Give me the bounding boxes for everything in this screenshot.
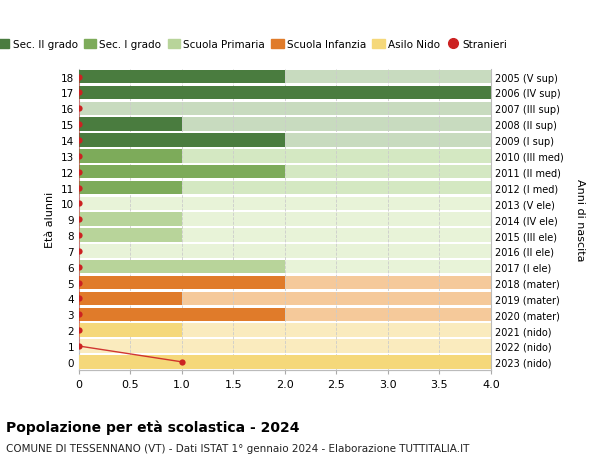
Bar bbox=[79, 324, 182, 337]
Bar bbox=[79, 134, 491, 147]
Bar bbox=[79, 197, 491, 211]
Bar bbox=[79, 213, 182, 226]
Bar bbox=[79, 102, 491, 116]
Bar bbox=[79, 292, 491, 306]
Bar bbox=[79, 118, 491, 132]
Bar bbox=[79, 260, 491, 274]
Y-axis label: Anni di nascita: Anni di nascita bbox=[575, 179, 585, 261]
Bar bbox=[79, 166, 491, 179]
Bar bbox=[79, 86, 491, 100]
Bar bbox=[79, 118, 182, 132]
Text: COMUNE DI TESSENNANO (VT) - Dati ISTAT 1° gennaio 2024 - Elaborazione TUTTITALIA: COMUNE DI TESSENNANO (VT) - Dati ISTAT 1… bbox=[6, 443, 469, 453]
Bar bbox=[79, 276, 491, 290]
Bar bbox=[79, 324, 491, 337]
Y-axis label: Età alunni: Età alunni bbox=[45, 192, 55, 248]
Bar bbox=[79, 355, 491, 369]
Bar bbox=[79, 308, 491, 321]
Bar bbox=[79, 229, 491, 242]
Legend: Sec. II grado, Sec. I grado, Scuola Primaria, Scuola Infanzia, Asilo Nido, Stran: Sec. II grado, Sec. I grado, Scuola Prim… bbox=[0, 36, 511, 54]
Bar bbox=[79, 71, 285, 84]
Bar bbox=[79, 340, 491, 353]
Bar bbox=[79, 134, 285, 147]
Bar bbox=[79, 276, 285, 290]
Bar bbox=[79, 150, 182, 163]
Bar bbox=[79, 260, 285, 274]
Bar bbox=[79, 213, 491, 226]
Text: Popolazione per età scolastica - 2024: Popolazione per età scolastica - 2024 bbox=[6, 420, 299, 435]
Bar bbox=[79, 150, 491, 163]
Bar bbox=[79, 181, 491, 195]
Bar bbox=[79, 245, 491, 258]
Bar bbox=[79, 355, 491, 369]
Bar bbox=[79, 229, 182, 242]
Bar bbox=[79, 166, 285, 179]
Bar bbox=[79, 71, 491, 84]
Bar bbox=[79, 292, 182, 306]
Bar bbox=[79, 86, 491, 100]
Bar bbox=[79, 181, 182, 195]
Bar bbox=[79, 308, 285, 321]
